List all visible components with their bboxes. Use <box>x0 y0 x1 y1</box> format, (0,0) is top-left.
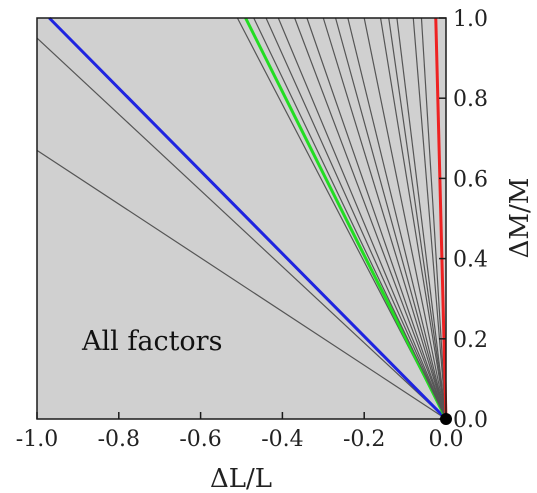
x-tick-label: -1.0 <box>16 427 58 452</box>
series-line-15 <box>379 17 447 420</box>
x-tick-label: 0.0 <box>429 427 464 452</box>
series-layer <box>36 16 448 421</box>
series-line-13 <box>347 17 447 420</box>
series-line-6 <box>253 17 447 420</box>
series-line-10 <box>306 17 447 420</box>
series-line-16 <box>388 17 447 420</box>
series-line-18 <box>412 17 447 420</box>
series-line-7 <box>265 17 447 420</box>
y-tick-label: 0.2 <box>453 328 488 353</box>
series-line-5 <box>244 17 448 420</box>
x-tick-label: -0.2 <box>343 427 385 452</box>
y-tick-label: 0.6 <box>453 167 488 192</box>
series-line-11 <box>322 17 447 420</box>
y-ticks: 0.0 0.2 0.4 0.6 0.8 1.0 <box>439 7 488 433</box>
series-line-12 <box>334 17 447 420</box>
y-tick-label: 0.0 <box>453 408 488 433</box>
series-line-2 <box>36 37 447 420</box>
y-axis-label: ΔM/M <box>505 178 535 259</box>
series-line-17 <box>396 17 447 420</box>
series-line-9 <box>294 17 447 420</box>
y-tick-label: 0.8 <box>453 87 488 112</box>
x-tick-label: -0.8 <box>98 427 140 452</box>
x-tick-label: -0.4 <box>261 427 303 452</box>
plot-frame <box>36 17 447 420</box>
x-tick-label: -0.6 <box>179 427 221 452</box>
series-line-14 <box>363 17 447 420</box>
x-ticks: -1.0 -0.8 -0.6 -0.4 -0.2 0.0 <box>16 412 464 452</box>
x-axis-label: ΔL/L <box>210 464 272 493</box>
series-line-8 <box>277 17 447 420</box>
y-tick-label: 1.0 <box>453 7 488 32</box>
origin-marker <box>440 413 452 425</box>
series-line-1 <box>36 149 447 420</box>
series-line-3 <box>48 16 448 421</box>
series-line-19 <box>420 17 447 420</box>
series-line-20 <box>434 17 448 420</box>
y-tick-label: 0.4 <box>453 248 488 273</box>
annotation-label: All factors <box>81 326 222 357</box>
